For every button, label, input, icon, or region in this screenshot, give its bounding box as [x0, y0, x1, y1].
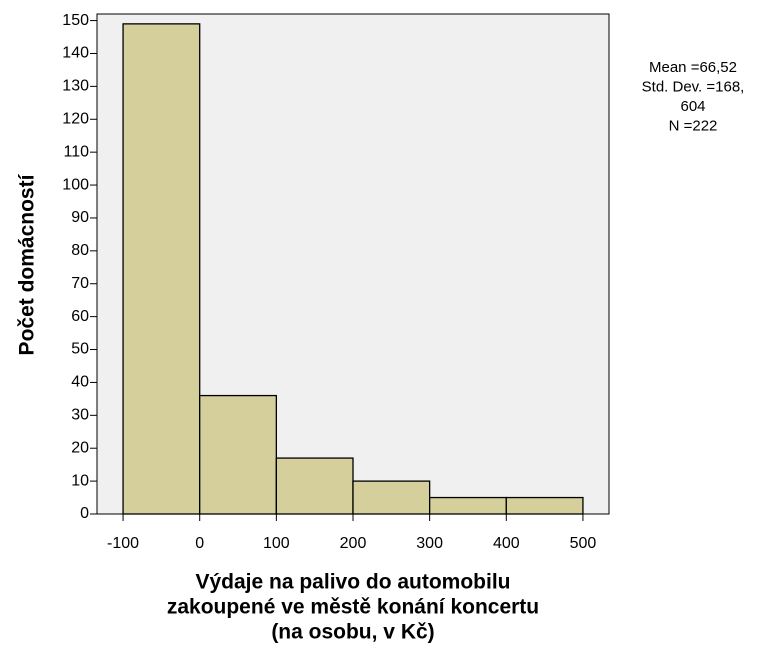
y-axis-label: Počet domácností [16, 173, 39, 355]
y-tick-label: 150 [62, 12, 89, 29]
bar [352, 480, 431, 515]
x-axis-label: zakoupené ve městě konání koncertu [167, 596, 539, 619]
bar [428, 496, 507, 515]
x-tick-label: -100 [107, 535, 139, 552]
y-tick-label: 30 [71, 407, 89, 424]
stat-annotation: Std. Dev. =168, [642, 78, 745, 95]
y-tick-label: 140 [62, 45, 89, 62]
y-tick-label: 130 [62, 78, 89, 95]
y-tick-label: 90 [71, 209, 89, 226]
bar [505, 496, 584, 515]
x-tick-label: 200 [340, 535, 367, 552]
y-tick-label: 50 [71, 341, 89, 358]
x-tick-label: 400 [493, 535, 520, 552]
bar [275, 457, 354, 515]
x-tick-label: 100 [263, 535, 290, 552]
stat-annotation: N =222 [669, 117, 718, 134]
x-tick-label: 500 [570, 535, 597, 552]
x-tick-label: 0 [195, 535, 204, 552]
y-tick-label: 110 [63, 143, 89, 160]
x-tick-label: 300 [416, 535, 443, 552]
y-tick-label: 60 [71, 308, 89, 325]
y-tick-label: 10 [71, 472, 89, 489]
bar [122, 23, 201, 515]
y-tick-label: 20 [71, 439, 89, 456]
stat-annotation: Mean =66,52 [649, 59, 737, 76]
y-tick-label: 80 [71, 242, 89, 259]
y-tick-label: 40 [71, 374, 89, 391]
stat-annotation: 604 [680, 98, 705, 115]
y-tick-label: 100 [62, 176, 89, 193]
x-axis-label: Výdaje na palivo do automobilu [195, 571, 510, 594]
bar [199, 394, 278, 515]
y-tick-label: 0 [80, 505, 89, 522]
x-axis-label: (na osobu, v Kč) [271, 621, 434, 644]
y-tick-label: 120 [62, 110, 89, 127]
y-tick-label: 70 [71, 275, 89, 292]
